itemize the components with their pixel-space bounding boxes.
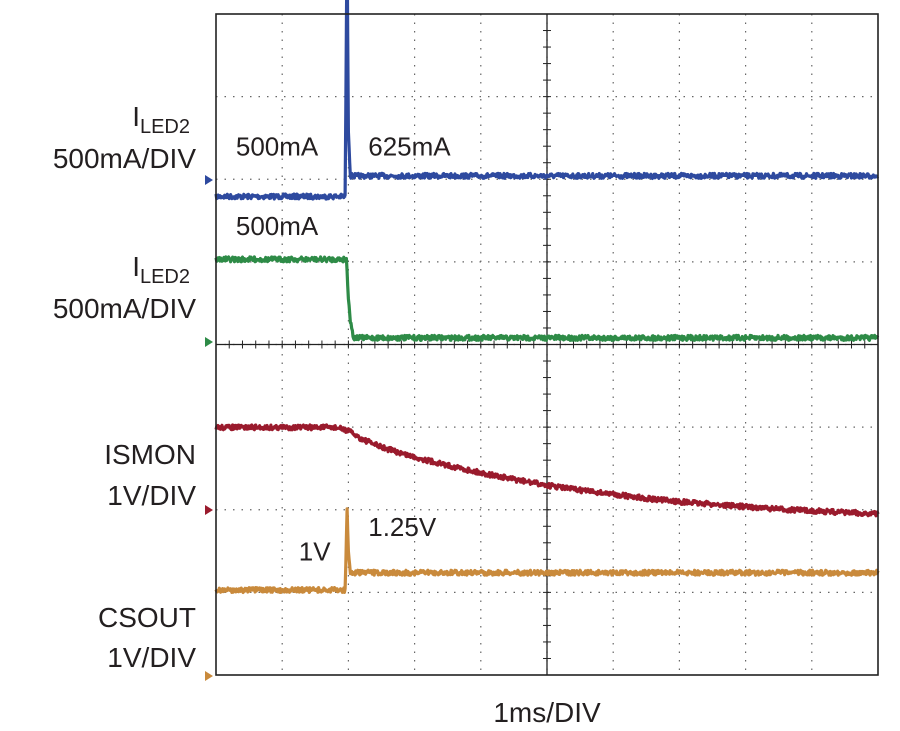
grid — [215, 13, 879, 676]
channel-name: ISMON — [104, 439, 196, 470]
trace-annotation: 1.25V — [368, 512, 437, 542]
channel-name: ILED2 — [132, 101, 190, 138]
channel-marker — [205, 505, 213, 515]
channel-name: ILED2 — [132, 251, 190, 288]
channel-name-subscript: LED2 — [140, 266, 190, 288]
trace-annotation: 625mA — [368, 131, 451, 161]
channel-marker — [205, 671, 213, 681]
channel-name-subscript: LED2 — [140, 116, 190, 138]
channel-marker — [205, 337, 213, 347]
channel-name-main: I — [132, 251, 140, 282]
channel-scale: 1V/DIV — [107, 642, 196, 673]
trace-annotation: 500mA — [236, 131, 319, 161]
traces — [214, 0, 880, 595]
trace-spike-3 — [216, 510, 878, 592]
channel-marker — [205, 175, 213, 185]
x-axis-label: 1ms/DIV — [493, 697, 601, 728]
channel-scale: 500mA/DIV — [53, 143, 196, 174]
plot-frame — [215, 13, 879, 676]
channel-scale: 1V/DIV — [107, 480, 196, 511]
trace-annotation: 500mA — [236, 211, 319, 241]
plot-border — [215, 13, 879, 676]
channel-markers — [205, 175, 213, 681]
channel-scale: 500mA/DIV — [53, 293, 196, 324]
trace-spike-2 — [216, 426, 879, 516]
channel-name-main: I — [132, 101, 140, 132]
trace-spike-0 — [216, 0, 878, 198]
trace-annotation: 1V — [299, 537, 331, 567]
channel-name: CSOUT — [98, 602, 196, 633]
trace-spike-1 — [216, 258, 878, 339]
